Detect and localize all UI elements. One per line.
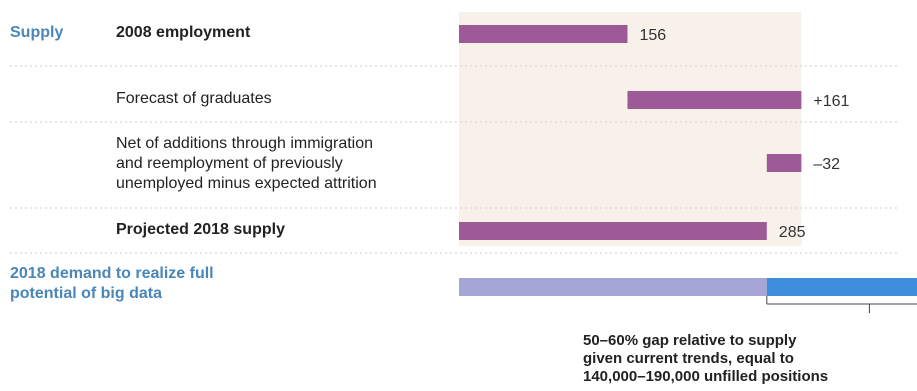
bar-employment	[459, 25, 628, 43]
gap-annotation-line-1: 50–60% gap relative to supply	[583, 332, 797, 349]
row-label-net-line-1: Net of additions through immigration	[116, 135, 374, 152]
row-label-net-line-2: and reemployment of previously	[116, 155, 343, 172]
shaded-area	[459, 12, 802, 246]
value-label-net: –32	[813, 156, 840, 173]
gap-annotation: 50–60% gap relative to supply given curr…	[583, 332, 828, 386]
bar-projected	[459, 222, 767, 240]
row-label-forecast-graduates: Forecast of graduates	[116, 90, 272, 107]
row-label-net-line-3: unemployed minus expected attrition	[116, 175, 377, 192]
demand-label-line-2: potential of big data	[10, 285, 162, 302]
supply-section-label: Supply	[10, 24, 64, 41]
row-label-projected-supply: Projected 2018 supply	[116, 221, 285, 238]
row-dividers	[10, 65, 900, 254]
value-label-employment: 156	[639, 27, 666, 44]
demand-label-line-1: 2018 demand to realize full	[10, 265, 214, 282]
bar-demand-supply-portion	[459, 278, 767, 296]
value-label-projected: 285	[779, 224, 806, 241]
bar-net	[766, 154, 802, 172]
value-label-graduates: +161	[813, 93, 849, 110]
chart-bars	[459, 25, 917, 296]
bar-graduates	[627, 91, 802, 109]
bar-demand-gap-portion	[766, 278, 917, 296]
value-labels: 156+161–32285425–475	[639, 27, 849, 241]
row-label-2008-employment: 2008 employment	[116, 24, 251, 41]
gap-annotation-line-2: given current trends, equal to	[583, 350, 794, 367]
gap-bracket	[766, 296, 917, 313]
gap-annotation-line-3: 140,000–190,000 unfilled positions	[583, 368, 829, 385]
